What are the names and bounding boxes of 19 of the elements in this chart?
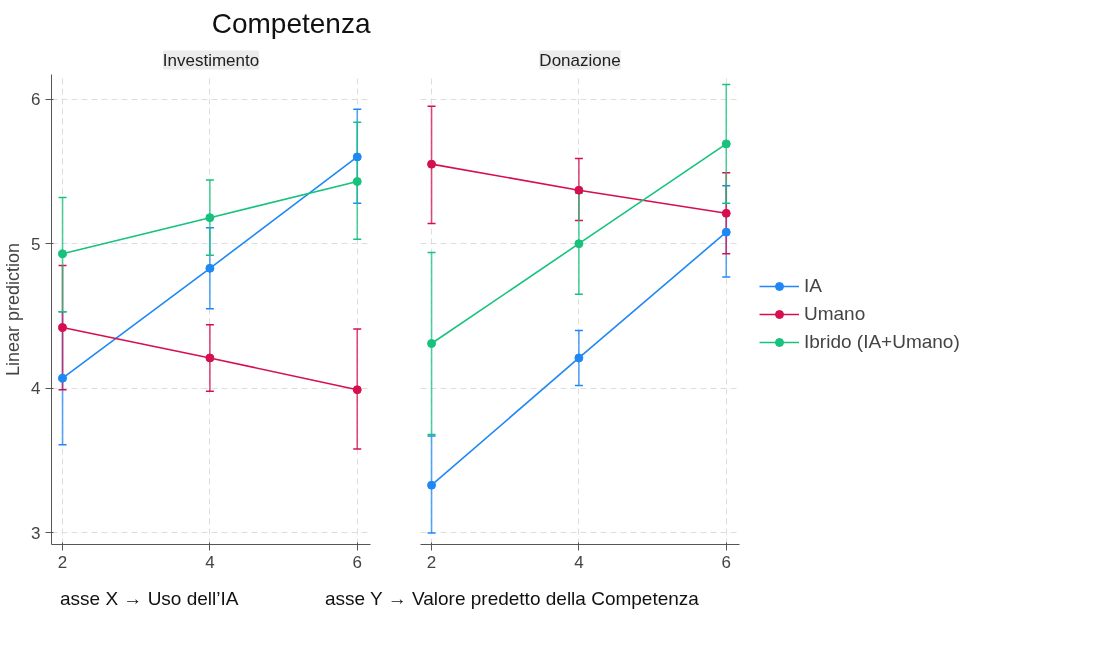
x-tick-label: 2 [426, 552, 437, 572]
legend-label: Umano [804, 303, 866, 325]
x-tick-label: 4 [574, 552, 584, 572]
y-axis-title: Linear prediction [3, 242, 24, 377]
chart-subtitle: Investimento [162, 50, 260, 70]
x-tick-label: 2 [57, 552, 68, 572]
text: asse Y → Valore predetto della Competenza [325, 587, 699, 611]
chart-subtitle: Donazione [539, 50, 621, 70]
chart-title: Competenza [211, 7, 371, 39]
y-tick-label: 4 [31, 379, 41, 399]
y-tick-label: 5 [31, 234, 41, 254]
y-tick-label: 3 [31, 523, 41, 543]
y-tick-label: 6 [31, 90, 41, 110]
x-tick-label: 6 [721, 552, 731, 572]
text: asse X → Uso dell’IA [60, 587, 239, 611]
legend-label: IA [804, 275, 823, 297]
legend-label: Ibrido (IA+Umano) [804, 331, 960, 353]
x-tick-label: 6 [352, 552, 362, 572]
x-tick-label: 4 [205, 552, 215, 572]
